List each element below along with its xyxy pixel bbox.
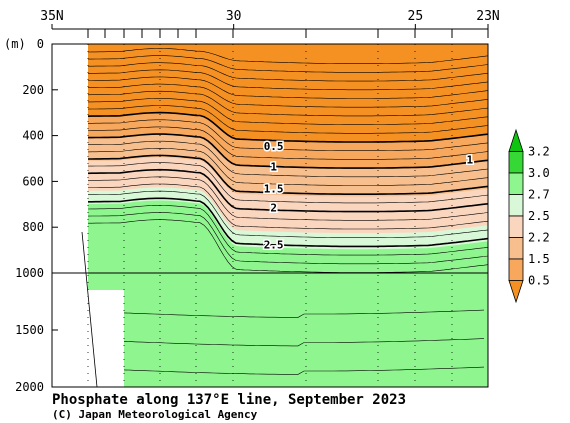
- contour-line-25: [88, 219, 489, 273]
- contour-band-5: [88, 44, 488, 142]
- deep-contour-line-3: [123, 366, 485, 375]
- credit-line: (C) Japan Meteorological Agency: [52, 408, 258, 421]
- colorbar-label-2: 1.5: [528, 252, 550, 266]
- contour-line-9: [87, 105, 489, 134]
- contour-line-24: [87, 212, 489, 265]
- colorbar-label-1: 0.5: [528, 274, 550, 288]
- contour-line-6: [88, 83, 489, 108]
- colorbar-segment-3: [508, 194, 524, 217]
- y-axis-unit-label: (m): [4, 37, 26, 51]
- contour-line-23: [87, 205, 489, 256]
- colorbar-segment-1: [508, 151, 524, 174]
- colorbar-label-4: 2.5: [528, 209, 550, 223]
- x-tick-label-2: 30: [226, 9, 242, 24]
- contour-line-13: [88, 133, 489, 169]
- contour-line-2: [88, 55, 489, 73]
- y-tick-label-6: 1000: [15, 266, 44, 280]
- y-tick-label-1: 0: [37, 37, 44, 51]
- contour-line-3: [88, 62, 489, 82]
- sea-floor-line: [81, 231, 98, 388]
- y-tick-label-8: 2000: [15, 380, 44, 394]
- colorbar-segment-5: [508, 237, 524, 260]
- no-data-region: [52, 44, 124, 387]
- colorbar-label-7: 3.2: [528, 145, 550, 159]
- contour-line-20: [88, 183, 489, 230]
- contour-line-21: [87, 190, 489, 238]
- y-tick-label-3: 400: [22, 129, 44, 143]
- contour-line-18: [87, 168, 489, 213]
- contour-line-8: [88, 98, 489, 125]
- contour-line-19: [88, 176, 489, 221]
- contour-fill-layer: [52, 44, 488, 387]
- x-tick-label-3: 25: [408, 9, 424, 24]
- contour-line-7: [87, 90, 489, 117]
- contour-line-14: [88, 140, 489, 178]
- colorbar-segment-4: [508, 215, 524, 238]
- y-tick-label-4: 600: [22, 174, 44, 188]
- contour-line-layer: 0.5 1 1 1.5 2 2.5: [87, 48, 489, 375]
- plot-frame: [51, 43, 489, 388]
- colorbar: 0.5 1.5 2.2 2.5 2.7 3.0 3.2: [508, 128, 550, 304]
- contour-label-1: 0.5: [264, 140, 284, 153]
- contour-label-6: 2.5: [264, 238, 284, 251]
- contour-line-5: [88, 76, 489, 99]
- contour-line-17: [88, 162, 489, 204]
- contour-line-4: [87, 69, 489, 91]
- contour-line-1: [87, 48, 489, 64]
- y-tick-label-2: 200: [22, 83, 44, 97]
- colorbar-label-6: 3.0: [528, 166, 550, 180]
- contour-line-10: [87, 111, 489, 143]
- deep-contour-line-2: [123, 338, 485, 347]
- y-tick-label-5: 800: [22, 220, 44, 234]
- colorbar-segment-2: [508, 172, 524, 195]
- y-tick-label-7: 1500: [15, 323, 44, 337]
- contour-label-2: 1: [270, 161, 277, 174]
- contour-line-11: [88, 119, 489, 151]
- contour-label-3: 1: [467, 154, 474, 167]
- x-tick-label-1: 35N: [40, 9, 63, 24]
- axes-layer: 35N 30 25 23N 0 200 400 600 800 1000 1500 2000: [15, 9, 500, 394]
- contour-line-12: [87, 126, 489, 160]
- chart-title: Phosphate along 137°E line, September 20…: [52, 392, 406, 408]
- colorbar-segment-6: [508, 258, 524, 281]
- colorbar-bottom-arrow: [508, 280, 524, 304]
- x-tick-label-4: 23N: [476, 9, 499, 24]
- deep-contour-line-1: [123, 309, 485, 318]
- colorbar-label-5: 2.7: [528, 188, 550, 202]
- contour-line-15: [87, 147, 489, 186]
- contour-line-22: [88, 197, 489, 248]
- colorbar-label-3: 2.2: [528, 231, 550, 245]
- contour-label-5: 2: [270, 202, 277, 215]
- contour-line-16: [88, 154, 489, 195]
- colorbar-top-arrow: [508, 128, 524, 152]
- contour-label-4: 1.5: [264, 182, 284, 195]
